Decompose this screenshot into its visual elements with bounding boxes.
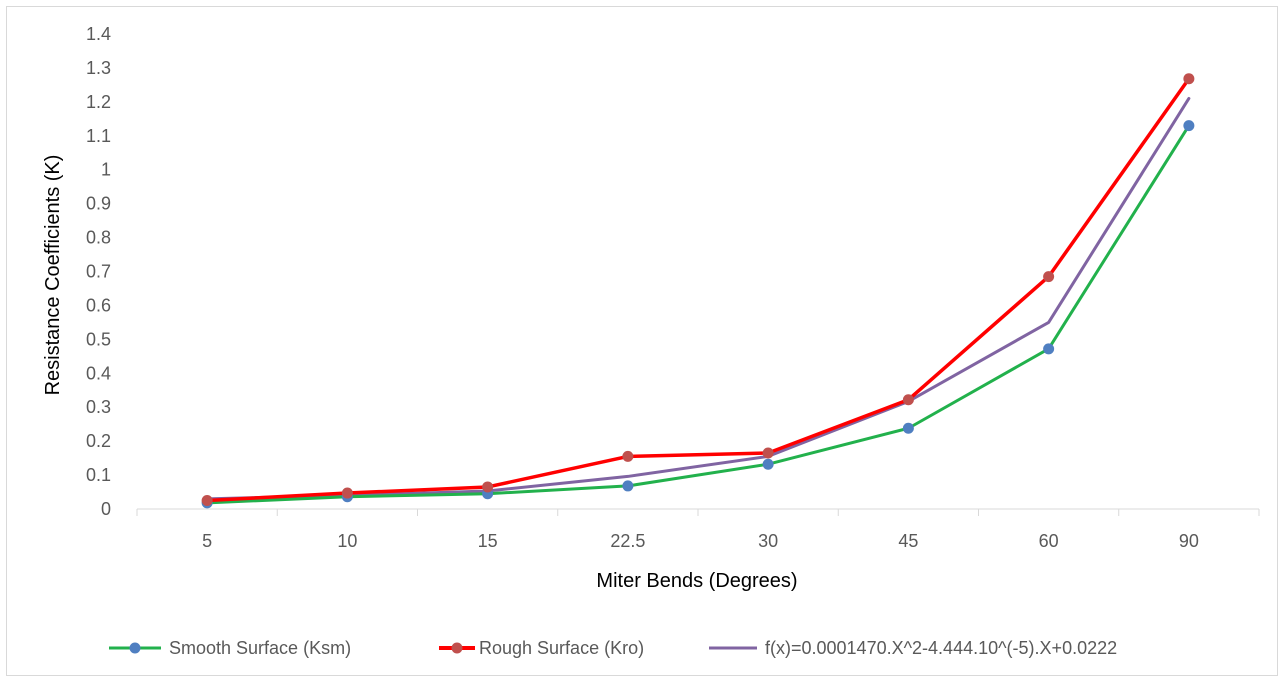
y-tick-label: 0.8 [86,228,111,248]
series-1-point [201,495,213,507]
series-1-point [902,394,914,406]
x-axis-title: Miter Bends (Degrees) [596,570,797,592]
series-layer [201,73,1195,509]
y-tick-label: 0.1 [86,465,111,485]
y-tick-label: 0.4 [86,363,111,383]
series-0-point [902,422,914,434]
y-tick-label: 0.2 [86,431,111,451]
series-0-point [1183,120,1195,132]
series-1-point [1043,271,1055,283]
line-chart: 0 0.1 0.2 0.3 0.4 0.5 0.6 0.7 0.8 0.9 1 1.1 1.2 1.3 1.… [42,24,1260,658]
chart-frame: 0 0.1 0.2 0.3 0.4 0.5 0.6 0.7 0.8 0.9 1 1.1 1.2 1.3 1.… [6,6,1278,676]
legend-label-2: f(x)=0.0001470.X^2-4.444.10^(-5).X+0.022… [765,638,1117,658]
y-tick-label: 0.6 [86,295,111,315]
series-line-1 [205,77,1191,503]
y-tick-label: 0.5 [86,329,111,349]
legend: Smooth Surface (Ksm) Rough Surface (Kro) f… [109,638,1117,658]
series-0-point [622,480,634,492]
x-tick-label: 30 [758,531,778,551]
y-axis-tick-labels: 0 0.1 0.2 0.3 0.4 0.5 0.6 0.7 0.8 0.9 1 1.1 1.2 1.3 1.… [86,24,111,519]
legend-marker-1 [451,642,463,654]
y-tick-label: 1 [101,160,111,180]
x-tick-label: 90 [1179,531,1199,551]
x-tick-label: 5 [202,531,212,551]
x-tick-label: 22.5 [610,531,645,551]
series-1-point [1183,73,1195,85]
x-axis-tick-labels: 5 10 15 22.5 30 45 60 90 [202,531,1199,551]
y-tick-label: 0 [101,499,111,519]
series-1-point [762,447,774,459]
x-tick-label: 10 [337,531,357,551]
y-tick-label: 1.1 [86,126,111,146]
x-tick-label: 60 [1039,531,1059,551]
y-tick-label: 1.4 [86,24,111,44]
y-tick-label: 1.3 [86,58,111,78]
legend-marker-0 [129,642,141,654]
series-1-point [482,481,494,493]
series-0-point [1043,343,1055,355]
series-1-point [341,487,353,499]
series-line-2 [205,96,1191,501]
y-tick-label: 0.9 [86,194,111,214]
legend-label-0: Smooth Surface (Ksm) [169,638,351,658]
y-tick-label: 1.2 [86,92,111,112]
series-0-point [762,458,774,470]
x-axis [136,508,1260,516]
x-tick-label: 15 [478,531,498,551]
series-line-0 [205,124,1191,505]
x-tick-label: 45 [898,531,918,551]
y-axis-title: Resistance Coefficients (K) [42,155,64,396]
legend-label-1: Rough Surface (Kro) [479,638,644,658]
y-tick-label: 0.3 [86,397,111,417]
series-1-point [622,450,634,462]
y-tick-label: 0.7 [86,262,111,282]
